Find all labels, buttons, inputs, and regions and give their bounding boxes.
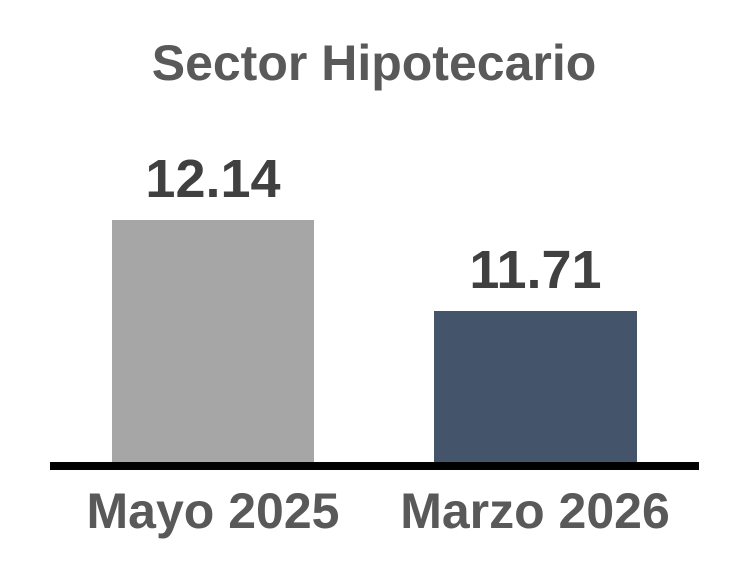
category-label-marzo-2026: Marzo 2026 — [400, 483, 670, 539]
value-label-marzo-2026: 11.71 — [469, 240, 602, 300]
bar-marzo-2026 — [434, 311, 637, 462]
bar-group-mayo-2025: 12.14 — [112, 152, 314, 462]
category-label-mayo-2025: Mayo 2025 — [86, 483, 340, 539]
bar-group-marzo-2026: 11.71 — [434, 243, 637, 462]
x-axis-line — [50, 462, 699, 470]
value-label-mayo-2025: 12.14 — [145, 149, 281, 209]
bar-mayo-2025 — [112, 220, 314, 462]
chart-title: Sector Hipotecario — [151, 35, 597, 91]
